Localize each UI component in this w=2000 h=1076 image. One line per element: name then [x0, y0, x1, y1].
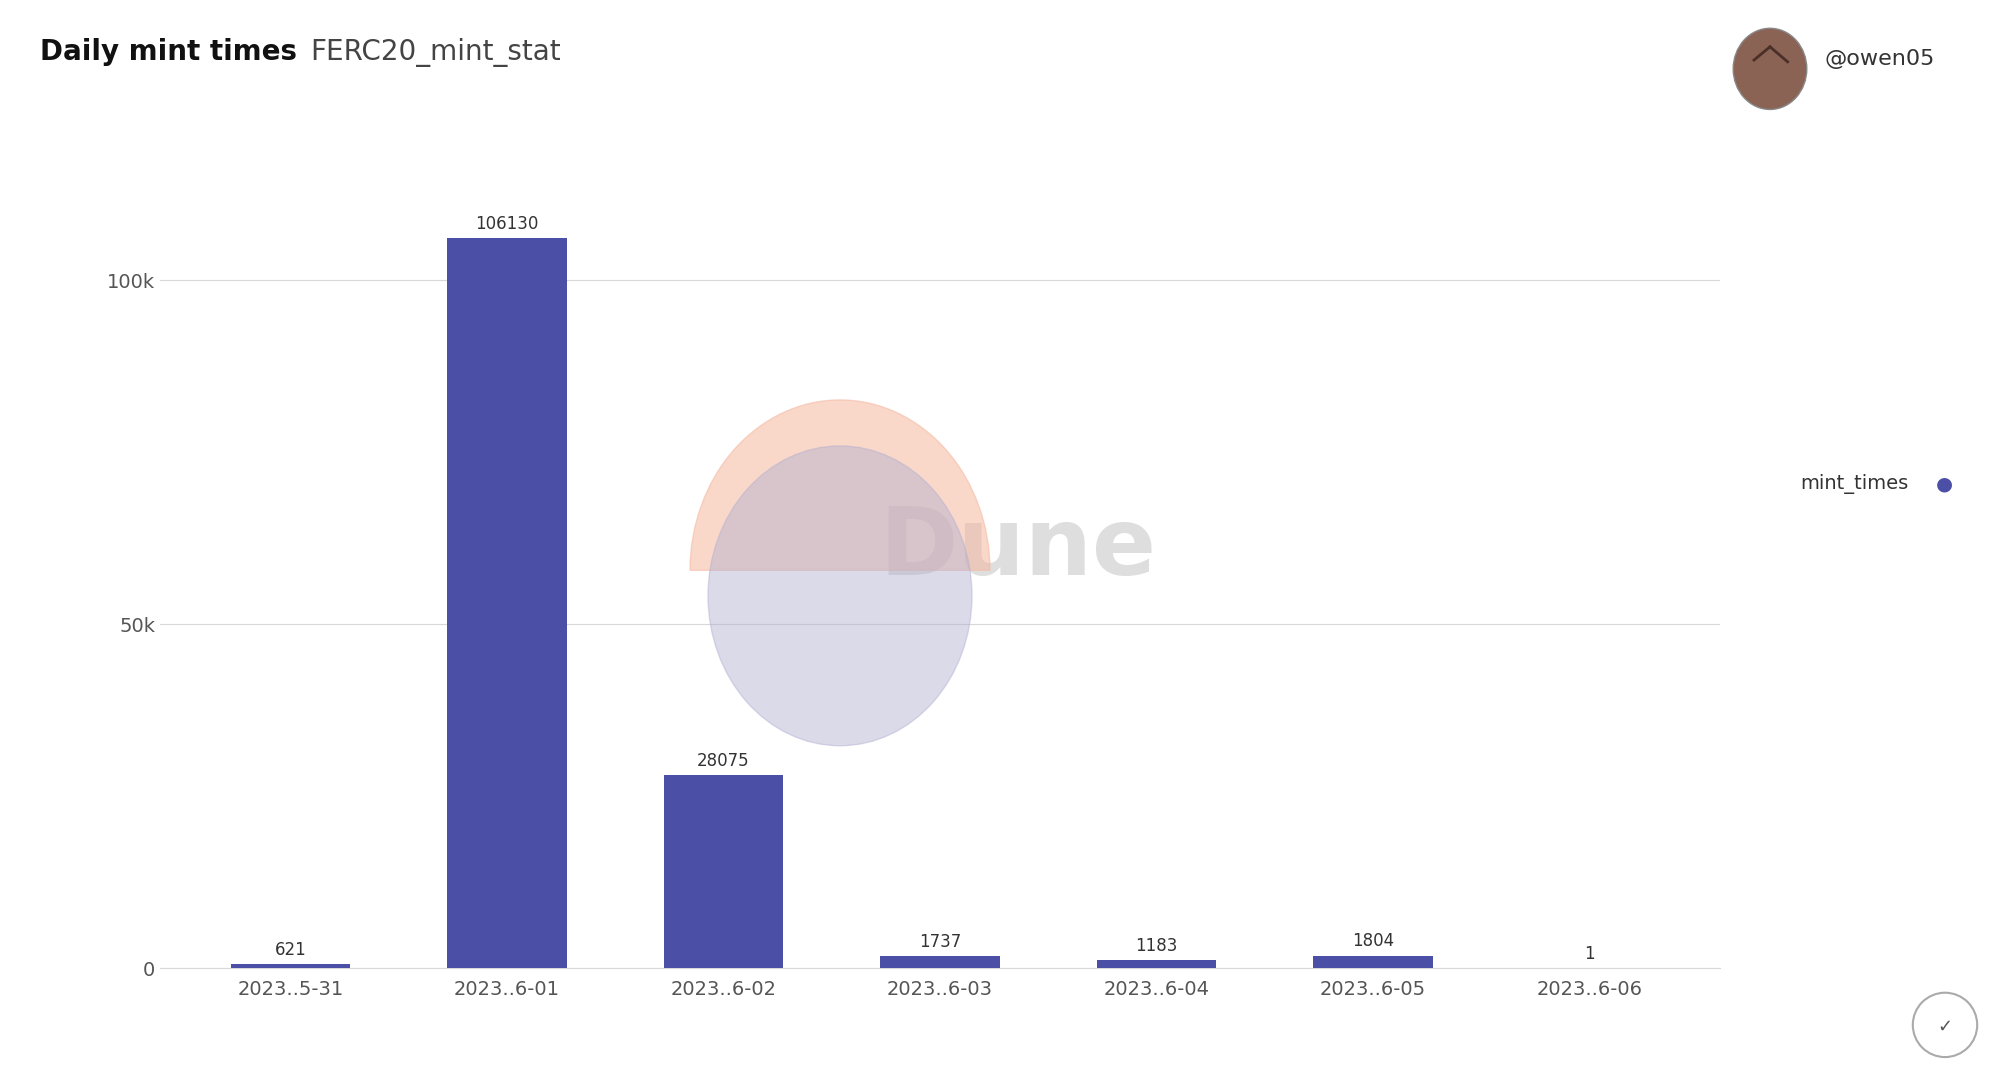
Circle shape — [708, 445, 972, 746]
Bar — [448, 238, 566, 968]
Bar — [664, 776, 784, 968]
Circle shape — [1912, 993, 1978, 1057]
Text: ●: ● — [1936, 475, 1952, 494]
Text: FERC20_mint_stat: FERC20_mint_stat — [310, 38, 560, 67]
Bar — [880, 957, 1000, 968]
Text: 1804: 1804 — [1352, 933, 1394, 950]
Text: mint_times: mint_times — [1800, 475, 1908, 494]
Bar — [1314, 955, 1432, 968]
Text: ✓: ✓ — [1938, 1017, 1952, 1035]
Text: 106130: 106130 — [476, 215, 538, 232]
Text: Dune: Dune — [880, 502, 1156, 595]
Circle shape — [1734, 28, 1806, 110]
Bar — [1096, 960, 1216, 968]
Text: Daily mint times: Daily mint times — [40, 38, 296, 66]
Text: 1183: 1183 — [1136, 937, 1178, 954]
Text: @owen05: @owen05 — [1824, 49, 1934, 69]
Wedge shape — [690, 400, 990, 570]
Text: 1: 1 — [1584, 945, 1594, 963]
Text: 1737: 1737 — [918, 933, 962, 951]
Bar — [230, 964, 350, 968]
Text: 621: 621 — [274, 940, 306, 959]
Text: 28075: 28075 — [698, 752, 750, 769]
